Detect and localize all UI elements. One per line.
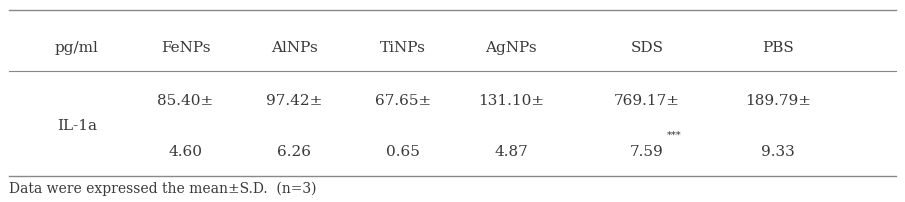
Text: 131.10±: 131.10± [478,94,545,108]
Text: 189.79±: 189.79± [746,94,811,108]
Text: FeNPs: FeNPs [161,41,210,56]
Text: 9.33: 9.33 [761,144,795,159]
Text: AlNPs: AlNPs [271,41,318,56]
Text: 7.59: 7.59 [630,144,664,159]
Text: AgNPs: AgNPs [485,41,538,56]
Text: SDS: SDS [631,41,663,56]
Text: Data were expressed the mean±S.D.  (n=3): Data were expressed the mean±S.D. (n=3) [9,182,317,196]
Text: 4.87: 4.87 [494,144,529,159]
Text: TiNPs: TiNPs [380,41,425,56]
Text: 67.65±: 67.65± [375,94,431,108]
Text: IL-1a: IL-1a [57,119,97,133]
Text: PBS: PBS [762,41,795,56]
Text: 0.65: 0.65 [386,144,420,159]
Text: 97.42±: 97.42± [266,94,322,108]
Text: 4.60: 4.60 [168,144,203,159]
Text: 769.17±: 769.17± [614,94,680,108]
Text: 6.26: 6.26 [277,144,311,159]
Text: 85.40±: 85.40± [157,94,214,108]
Text: pg/ml: pg/ml [55,41,99,56]
Text: ***: *** [667,131,681,140]
